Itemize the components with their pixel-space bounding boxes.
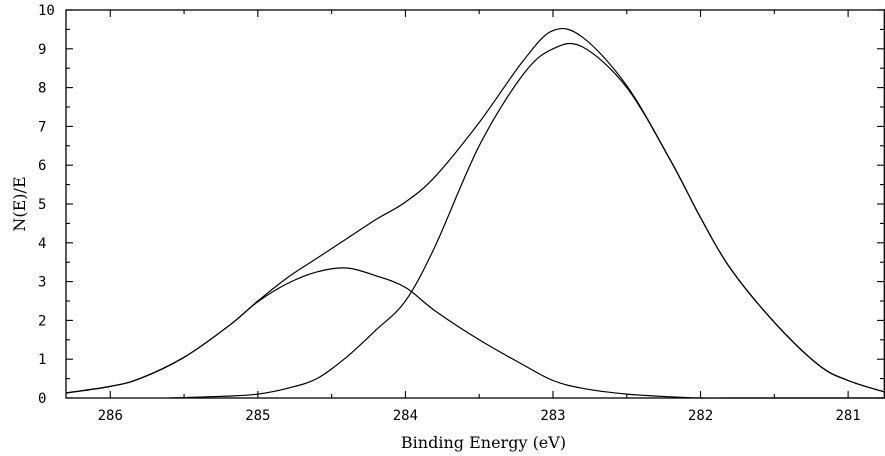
y-tick-label: 0: [38, 391, 46, 407]
y-tick-label: 4: [38, 236, 46, 252]
y-tick-label: 10: [38, 3, 55, 19]
y-tick-label: 9: [38, 42, 46, 58]
x-tick-label: 285: [245, 408, 270, 424]
x-tick-label: 281: [835, 408, 860, 424]
y-axis-label: N(E)/E: [10, 176, 29, 231]
y-axis-ticks: 0 1 2 3 4 5 6 7 8 9 10: [38, 3, 884, 407]
y-tick-label: 3: [38, 275, 46, 291]
series-line-3: [169, 42, 885, 399]
y-tick-label: 5: [38, 197, 46, 213]
y-tick-label: 7: [38, 119, 46, 135]
y-tick-label: 8: [38, 81, 46, 97]
x-tick-label: 284: [393, 408, 418, 424]
x-tick-label: 283: [540, 408, 565, 424]
x-tick-label: 282: [688, 408, 713, 424]
plot-curves: [65, 27, 885, 399]
y-tick-label: 1: [38, 352, 46, 368]
x-axis-label: Binding Energy (eV): [401, 433, 566, 452]
plot-frame: [65, 9, 885, 399]
x-axis-ticks: 286 285 284 283 282 281: [98, 10, 861, 424]
series-line-1: [65, 27, 885, 394]
x-tick-label: 286: [98, 408, 123, 424]
y-tick-label: 2: [38, 313, 46, 329]
y-tick-label: 6: [38, 158, 46, 174]
series-line-2: [65, 267, 885, 399]
